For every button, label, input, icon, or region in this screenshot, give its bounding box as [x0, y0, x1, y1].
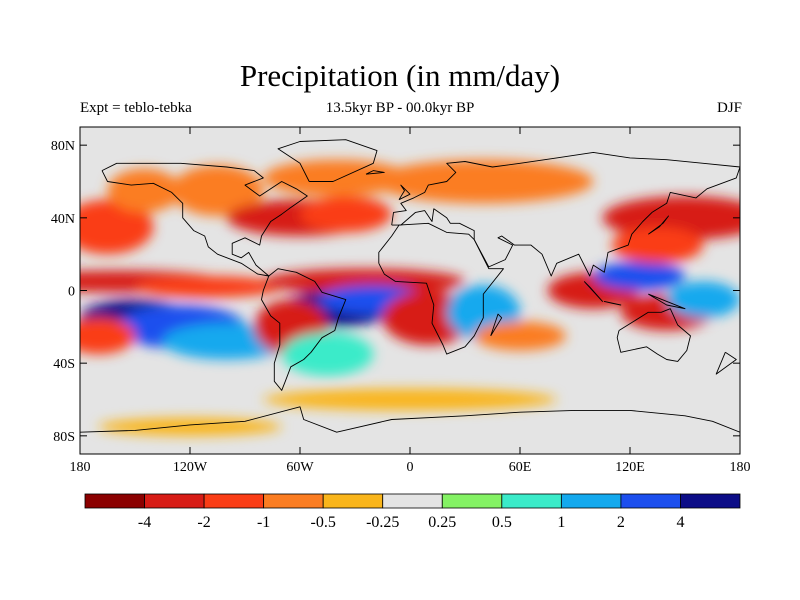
anomaly-region-25: [666, 281, 740, 318]
anomaly-region-11: [300, 196, 392, 233]
x-tick-label: 180: [730, 460, 751, 475]
colorbar-label: -4: [138, 514, 151, 531]
colorbar-box: [382, 493, 443, 509]
anomaly-regions: [80, 159, 740, 436]
y-tick-label: 80N: [51, 139, 75, 154]
colorbar-label: -1: [257, 514, 270, 531]
coastline-2: [261, 268, 347, 391]
anomaly-region-23: [593, 261, 686, 291]
coastline-4: [391, 151, 740, 277]
anomaly-region-17: [281, 332, 374, 376]
colorbar-box: [501, 493, 562, 509]
coastline-7: [583, 281, 603, 302]
coastline-13: [490, 313, 503, 337]
x-tick-label: 60E: [509, 460, 532, 475]
coastline-5: [616, 308, 691, 362]
y-tick-label: 40S: [53, 357, 75, 372]
colorbar-box: [441, 493, 503, 509]
x-tick-label: 120W: [173, 460, 208, 475]
chart-title: Precipitation (in mm/day): [239, 58, 561, 93]
colorbar: -4 -2 -1 -0.5 -0.25 0.25 0.5 1 2 4: [84, 493, 741, 531]
season-label: DJF: [716, 100, 742, 116]
colorbar-box: [263, 493, 324, 509]
coastline-15: [80, 406, 740, 433]
anomaly-region-27: [611, 226, 704, 264]
colorbar-label: 2: [617, 514, 625, 531]
colorbar-label: -0.5: [311, 514, 336, 531]
anomaly-region-2: [135, 275, 282, 298]
coastline-12: [365, 170, 385, 175]
x-axis: 180 120W 60W 0 60E 120E 180: [70, 127, 751, 475]
colorbar-box: [620, 493, 681, 509]
coastline-9: [648, 293, 686, 310]
colorbar-label: 0.5: [492, 514, 512, 531]
y-tick-label: 80S: [53, 430, 75, 445]
anomaly-region-21: [373, 159, 594, 204]
coastline-14: [715, 351, 737, 375]
coastline-6: [277, 139, 378, 182]
experiment-label: Expt = teblo-tebka: [80, 100, 192, 116]
anomaly-region-28: [263, 388, 557, 411]
colorbar-box: [322, 493, 384, 509]
colorbar-box: [203, 493, 265, 509]
anomaly-region-29: [98, 417, 282, 436]
y-tick-label: 0: [68, 285, 75, 300]
colorbar-label: -0.25: [366, 514, 399, 531]
y-tick-label: 40N: [51, 212, 75, 227]
anomaly-region-6: [80, 317, 135, 355]
x-tick-label: 120E: [615, 460, 645, 475]
anomaly-region-7: [80, 199, 154, 255]
colorbar-box: [560, 493, 622, 509]
coastline-3: [378, 222, 504, 355]
colorbar-label: 4: [676, 514, 684, 531]
y-axis: 80N 40N 0 40S 80S: [51, 139, 740, 445]
coastlines: [80, 139, 740, 433]
period-label: 13.5kyr BP - 00.0kyr BP: [325, 100, 475, 116]
anomaly-region-20: [474, 321, 566, 351]
anomaly-region-8: [107, 168, 181, 213]
colorbar-label: -2: [197, 514, 210, 531]
x-tick-label: 180: [70, 460, 91, 475]
coastline-11: [398, 184, 411, 201]
colorbar-label: 0.25: [428, 514, 456, 531]
colorbar-box: [84, 493, 145, 509]
x-tick-label: 60W: [286, 460, 314, 475]
x-tick-label: 0: [407, 460, 414, 475]
colorbar-label: 1: [557, 514, 565, 531]
anomaly-region-13: [263, 268, 465, 295]
anomaly-region-9: [171, 165, 264, 217]
colorbar-box: [680, 493, 741, 509]
colorbar-box: [144, 493, 205, 509]
coastline-1: [101, 162, 308, 277]
coastline-10: [648, 215, 669, 235]
anomaly-region-12: [263, 159, 410, 197]
coastline-8: [603, 300, 622, 306]
